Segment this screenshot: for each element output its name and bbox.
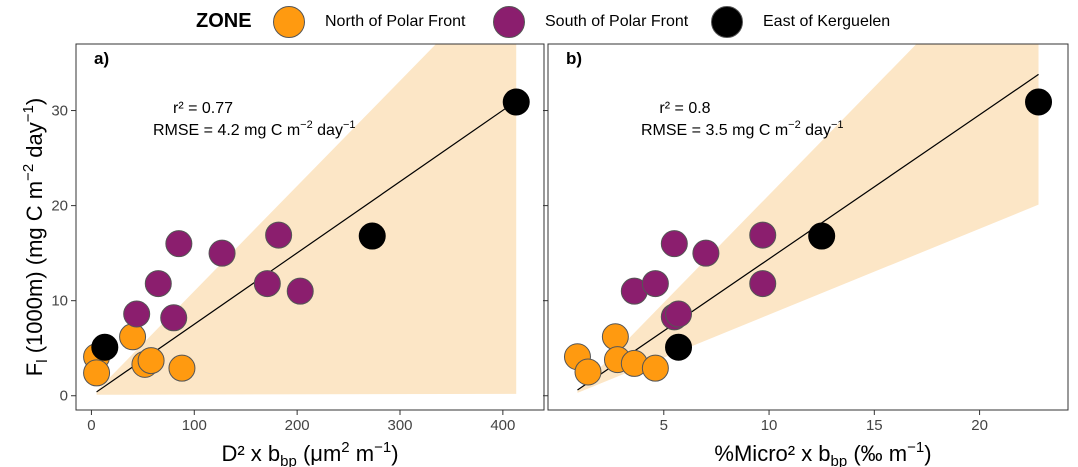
y-axis-label-exp1: −2 (20, 164, 37, 181)
x-tick-label: 400 (490, 417, 515, 434)
x-axis-label-part: (μm (297, 441, 341, 466)
data-point-south-of-polar-front (253, 270, 281, 298)
r-squared-label: r² = 0.8 (659, 100, 710, 117)
data-point-east-of-kerguelen (358, 222, 386, 250)
data-point-north-of-polar-front (137, 347, 165, 375)
x-axis-label-part: bp (831, 453, 848, 467)
r-squared-label: r² = 0.77 (173, 100, 233, 117)
legend-swatch-south (493, 6, 525, 38)
rmse-label-part: day (801, 122, 831, 139)
confidence-band (96, 44, 517, 395)
data-point-south-of-polar-front (123, 300, 151, 328)
legend-title: ZONE (196, 10, 252, 32)
panel-frame (547, 43, 1069, 411)
legend-label-east: East of Kerguelen (763, 13, 891, 30)
legend-swatch-east (711, 6, 743, 38)
y-axis-label-exp2: −1 (20, 105, 37, 122)
rmse-label: RMSE = 3.5 mg C m−2 day−1 (641, 119, 844, 139)
x-axis-label: %Micro² x bbp (‰ m−1) (714, 439, 931, 467)
data-point-south-of-polar-front (265, 221, 293, 249)
legend-label-north: North of Polar Front (325, 13, 466, 30)
data-point-south-of-polar-front (660, 230, 688, 258)
legend-swatch-north (273, 6, 305, 38)
y-tick-label: 30 (51, 103, 68, 120)
x-axis-label-part: D² x b (221, 441, 280, 466)
rmse-label: RMSE = 4.2 mg C m−2 day−1 (153, 119, 356, 139)
data-point-north-of-polar-front (641, 354, 669, 382)
data-point-east-of-kerguelen (502, 88, 530, 116)
x-tick-label: 15 (866, 417, 883, 434)
x-tick-label: 300 (387, 417, 412, 434)
x-axis-label-part: 2 (341, 439, 349, 456)
data-point-south-of-polar-front (665, 300, 693, 328)
confidence-band (577, 44, 1039, 393)
panel-label: b) (566, 49, 582, 68)
rmse-label-part: day (313, 122, 343, 139)
data-point-south-of-polar-front (749, 270, 777, 298)
panel-label: a) (94, 49, 109, 68)
data-point-south-of-polar-front (749, 221, 777, 249)
x-axis-label-part: (‰ m (847, 441, 907, 466)
x-axis-label-part: bp (280, 453, 297, 467)
x-axis-label-part: ) (924, 441, 931, 466)
data-point-south-of-polar-front (165, 230, 193, 258)
rmse-label-part: −1 (831, 119, 844, 131)
panel-frame (75, 43, 545, 411)
data-point-south-of-polar-front (641, 270, 669, 298)
data-point-south-of-polar-front (286, 277, 314, 305)
regression-line (577, 73, 1039, 391)
x-axis-label-part: ) (391, 441, 398, 466)
x-tick-label: 0 (87, 417, 95, 434)
x-axis-label: D² x bbp (μm2 m−1) (221, 439, 398, 467)
y-axis-label-end: ) (22, 98, 47, 105)
data-point-south-of-polar-front (160, 304, 188, 332)
data-point-north-of-polar-front (83, 359, 111, 387)
panel-b: 5 10 15 20 b) r² = 0.8 RMSE = 3.5 mg C m−2 day… (543, 43, 1069, 467)
data-point-north-of-polar-front (119, 323, 147, 351)
x-axis-label-part: m (350, 441, 374, 466)
data-point-south-of-polar-front (208, 239, 236, 267)
y-tick-label: 0 (60, 388, 68, 405)
y-axis-label-main: F (22, 363, 47, 376)
rmse-label-part: RMSE = 4.2 mg C m (153, 122, 300, 139)
legend-item-south: South of Polar Front (493, 5, 688, 39)
data-point-east-of-kerguelen (91, 333, 119, 361)
x-tick-label: 10 (761, 417, 778, 434)
x-tick-label: 100 (182, 417, 207, 434)
regression-line (96, 100, 517, 393)
y-axis-label: Fl (1000m) (mg C m−2 day−1) (20, 98, 51, 376)
x-tick-label: 5 (660, 417, 668, 434)
y-tick-label: 10 (51, 293, 68, 310)
y-axis-label-rest: (1000m) (mg C m (22, 181, 47, 359)
data-point-north-of-polar-front (601, 323, 629, 351)
data-point-east-of-kerguelen (808, 222, 836, 250)
legend: ZONE North of Polar Front South of Polar… (0, 0, 1078, 44)
data-point-east-of-kerguelen (1025, 88, 1053, 116)
legend-label-south: South of Polar Front (545, 13, 689, 30)
rmse-label-part: −2 (300, 119, 313, 131)
data-point-south-of-polar-front (144, 270, 172, 298)
legend-item-north: North of Polar Front (273, 5, 466, 39)
data-point-south-of-polar-front (692, 239, 720, 267)
rmse-label-part: −2 (788, 119, 801, 131)
rmse-label-part: RMSE = 3.5 mg C m (641, 122, 788, 139)
data-point-east-of-kerguelen (665, 333, 693, 361)
x-tick-label: 20 (971, 417, 988, 434)
x-axis-label-part: −1 (907, 439, 924, 456)
y-axis-label-mid: day (22, 122, 47, 164)
data-point-north-of-polar-front (168, 354, 196, 382)
x-tick-label: 200 (285, 417, 310, 434)
rmse-label-part: −1 (343, 119, 356, 131)
x-axis-label-part: −1 (374, 439, 391, 456)
x-axis-label-part: %Micro² x b (714, 441, 830, 466)
data-point-north-of-polar-front (574, 358, 602, 386)
panel-a: 0 100 200 300 400 0 10 20 30 a) r² = 0.77 RMSE = 4.… (51, 43, 545, 467)
y-axis-label-sub: l (34, 359, 51, 362)
legend-item-east: East of Kerguelen (711, 5, 890, 39)
y-tick-label: 20 (51, 198, 68, 215)
